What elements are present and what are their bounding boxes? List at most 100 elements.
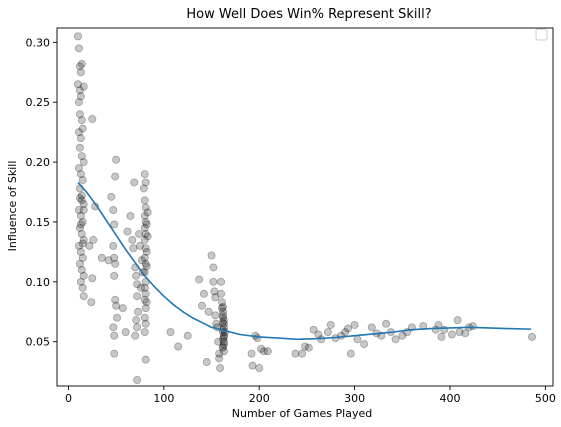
data-point bbox=[215, 354, 224, 363]
data-point bbox=[218, 311, 227, 320]
data-point bbox=[440, 325, 449, 334]
data-point bbox=[350, 320, 359, 329]
data-point bbox=[110, 349, 119, 358]
data-point bbox=[121, 328, 130, 337]
data-point bbox=[197, 301, 206, 310]
x-tick-label: 300 bbox=[344, 392, 365, 405]
data-point bbox=[76, 134, 85, 143]
data-point bbox=[143, 232, 152, 241]
data-point bbox=[304, 343, 313, 352]
data-point bbox=[353, 335, 362, 344]
y-tick-label: 0.05 bbox=[26, 336, 51, 349]
data-point bbox=[212, 319, 221, 328]
data-point bbox=[141, 259, 150, 268]
data-point bbox=[76, 92, 85, 101]
data-point bbox=[74, 98, 83, 107]
data-point bbox=[143, 208, 152, 217]
trend-line bbox=[77, 181, 532, 341]
data-point bbox=[382, 319, 391, 328]
data-point bbox=[255, 364, 264, 373]
data-point bbox=[219, 337, 228, 346]
x-axis-label: Number of Games Played bbox=[232, 407, 372, 420]
data-point bbox=[398, 331, 407, 340]
data-point bbox=[74, 44, 83, 53]
data-point bbox=[88, 274, 97, 283]
data-point bbox=[135, 229, 144, 238]
data-point bbox=[75, 259, 84, 268]
data-point bbox=[128, 235, 137, 244]
data-point bbox=[248, 361, 257, 370]
data-point bbox=[110, 271, 119, 280]
data-point bbox=[126, 211, 135, 220]
data-point bbox=[77, 59, 86, 68]
data-point bbox=[76, 68, 85, 77]
data-point bbox=[75, 223, 84, 232]
data-point bbox=[218, 313, 227, 322]
data-point bbox=[89, 235, 98, 244]
data-point bbox=[218, 302, 227, 311]
data-point bbox=[166, 328, 175, 337]
data-point bbox=[79, 82, 88, 91]
y-tick-label: 0.20 bbox=[26, 156, 51, 169]
data-point bbox=[140, 313, 149, 322]
data-point bbox=[141, 229, 150, 238]
data-point bbox=[112, 301, 121, 310]
data-point bbox=[218, 304, 227, 313]
axes-layer: 0 100 200 300 400 500 0.05 0.10 0.15 0.20 0.25 0.30 bbox=[26, 27, 556, 405]
data-point bbox=[75, 143, 84, 152]
data-point bbox=[133, 280, 142, 289]
data-point bbox=[447, 330, 456, 339]
data-point bbox=[113, 313, 122, 322]
data-point bbox=[77, 191, 86, 200]
data-point bbox=[134, 307, 143, 316]
data-point bbox=[110, 220, 119, 229]
data-point bbox=[88, 115, 97, 124]
data-point bbox=[77, 196, 86, 205]
data-point bbox=[218, 298, 227, 307]
data-point bbox=[77, 229, 86, 238]
data-point bbox=[76, 170, 85, 179]
x-tick-label: 500 bbox=[535, 392, 556, 405]
data-point bbox=[76, 220, 85, 229]
data-point bbox=[74, 241, 83, 250]
data-point bbox=[461, 329, 470, 338]
data-point bbox=[300, 342, 309, 351]
y-tick-label: 0.30 bbox=[26, 36, 51, 49]
data-point bbox=[360, 340, 369, 349]
data-point bbox=[141, 355, 150, 364]
data-point bbox=[97, 253, 106, 262]
data-point bbox=[219, 316, 228, 325]
data-point bbox=[219, 347, 228, 356]
data-point bbox=[214, 337, 223, 346]
data-point bbox=[129, 244, 138, 253]
data-point bbox=[346, 349, 355, 358]
data-point bbox=[202, 358, 211, 367]
data-point bbox=[218, 342, 227, 351]
data-point bbox=[455, 328, 464, 337]
data-point bbox=[131, 331, 140, 340]
trend-layer bbox=[77, 181, 532, 341]
data-point bbox=[298, 349, 307, 358]
data-point bbox=[75, 194, 84, 203]
data-point bbox=[141, 244, 150, 253]
data-point bbox=[174, 342, 183, 351]
data-point bbox=[74, 205, 83, 214]
data-point bbox=[87, 298, 96, 307]
data-point bbox=[111, 295, 120, 304]
data-point bbox=[142, 298, 151, 307]
data-point bbox=[141, 304, 150, 313]
data-point bbox=[367, 323, 376, 332]
data-point bbox=[79, 271, 88, 280]
y-tick-label: 0.10 bbox=[26, 276, 51, 289]
data-point bbox=[109, 241, 118, 250]
data-point bbox=[183, 331, 192, 340]
data-point bbox=[209, 263, 218, 272]
data-point bbox=[140, 170, 149, 179]
data-point bbox=[343, 324, 352, 333]
data-point bbox=[79, 205, 88, 214]
data-point bbox=[140, 211, 149, 220]
y-tick-label: 0.15 bbox=[26, 216, 51, 229]
data-point bbox=[323, 328, 332, 337]
data-point bbox=[218, 343, 227, 352]
